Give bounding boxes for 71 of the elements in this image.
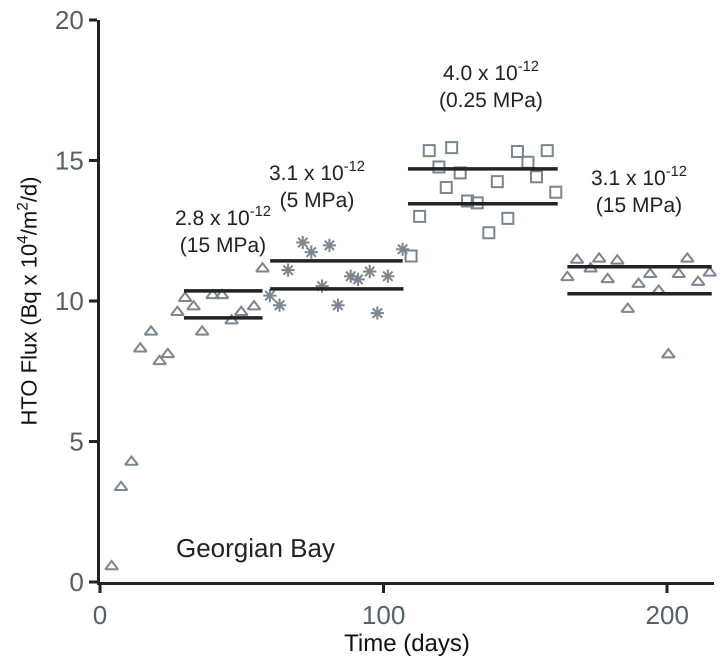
point (631, 278, 646, 288)
point (178, 292, 192, 302)
point (314, 278, 330, 294)
point (370, 305, 385, 321)
point (152, 354, 167, 366)
point (272, 298, 288, 313)
point (510, 145, 524, 158)
point (170, 306, 185, 316)
x-axis-title: Time (days) (344, 630, 470, 658)
point (262, 288, 278, 304)
point (549, 186, 562, 199)
point (530, 170, 543, 184)
point (470, 196, 484, 210)
annotation: 2.8 x 10$^{-12}$ (15 MPa) (175, 204, 271, 258)
y-tick-label: 20 (54, 5, 84, 36)
point (330, 298, 346, 313)
y-tick-label: 0 (69, 567, 84, 598)
x-tick-label: 0 (92, 600, 108, 630)
point (671, 268, 686, 278)
annotation: 3.1 x 10$^{-12}$ (5 MPa) (269, 159, 365, 212)
point (413, 210, 426, 223)
point (132, 342, 148, 353)
point (404, 250, 418, 263)
point (440, 180, 453, 194)
point (702, 266, 718, 277)
y-tick-label: 5 (69, 426, 84, 457)
point (501, 212, 514, 225)
point (280, 262, 296, 278)
point (160, 348, 176, 358)
point (114, 480, 128, 492)
point (690, 276, 706, 286)
point (422, 144, 436, 158)
point (540, 144, 554, 158)
annotation: Georgian Bay (176, 533, 335, 563)
y-tick-label: 10 (54, 286, 84, 316)
point (322, 238, 338, 253)
annotation: 4.0 x 10$^{-12}$ (0.25 MPa) (439, 59, 543, 112)
point (255, 262, 270, 272)
point (124, 456, 139, 466)
point (570, 253, 584, 264)
point (490, 175, 504, 188)
point (680, 252, 695, 263)
point (445, 141, 458, 154)
point (246, 300, 262, 310)
point (214, 288, 230, 300)
point (642, 268, 658, 278)
point (610, 254, 625, 265)
x-tick-label: 200 (646, 600, 689, 630)
point (461, 194, 474, 208)
y-tick-label: 15 (54, 146, 84, 176)
point (592, 252, 606, 263)
point (482, 226, 496, 240)
point (600, 272, 615, 284)
point (295, 234, 310, 250)
point (304, 244, 319, 260)
point (380, 268, 396, 284)
point (186, 300, 201, 310)
point (395, 242, 410, 257)
point (205, 288, 220, 300)
point (362, 264, 378, 280)
point (454, 166, 467, 180)
x-tick-label: 100 (362, 600, 406, 630)
point (560, 270, 575, 282)
point (144, 325, 158, 336)
point (521, 156, 534, 169)
point (583, 262, 598, 272)
point (224, 314, 239, 324)
point (104, 560, 119, 570)
point (432, 160, 446, 174)
point (194, 325, 210, 336)
annotation: 3.1 x 10$^{-12}$ (15 MPa) (591, 164, 687, 218)
